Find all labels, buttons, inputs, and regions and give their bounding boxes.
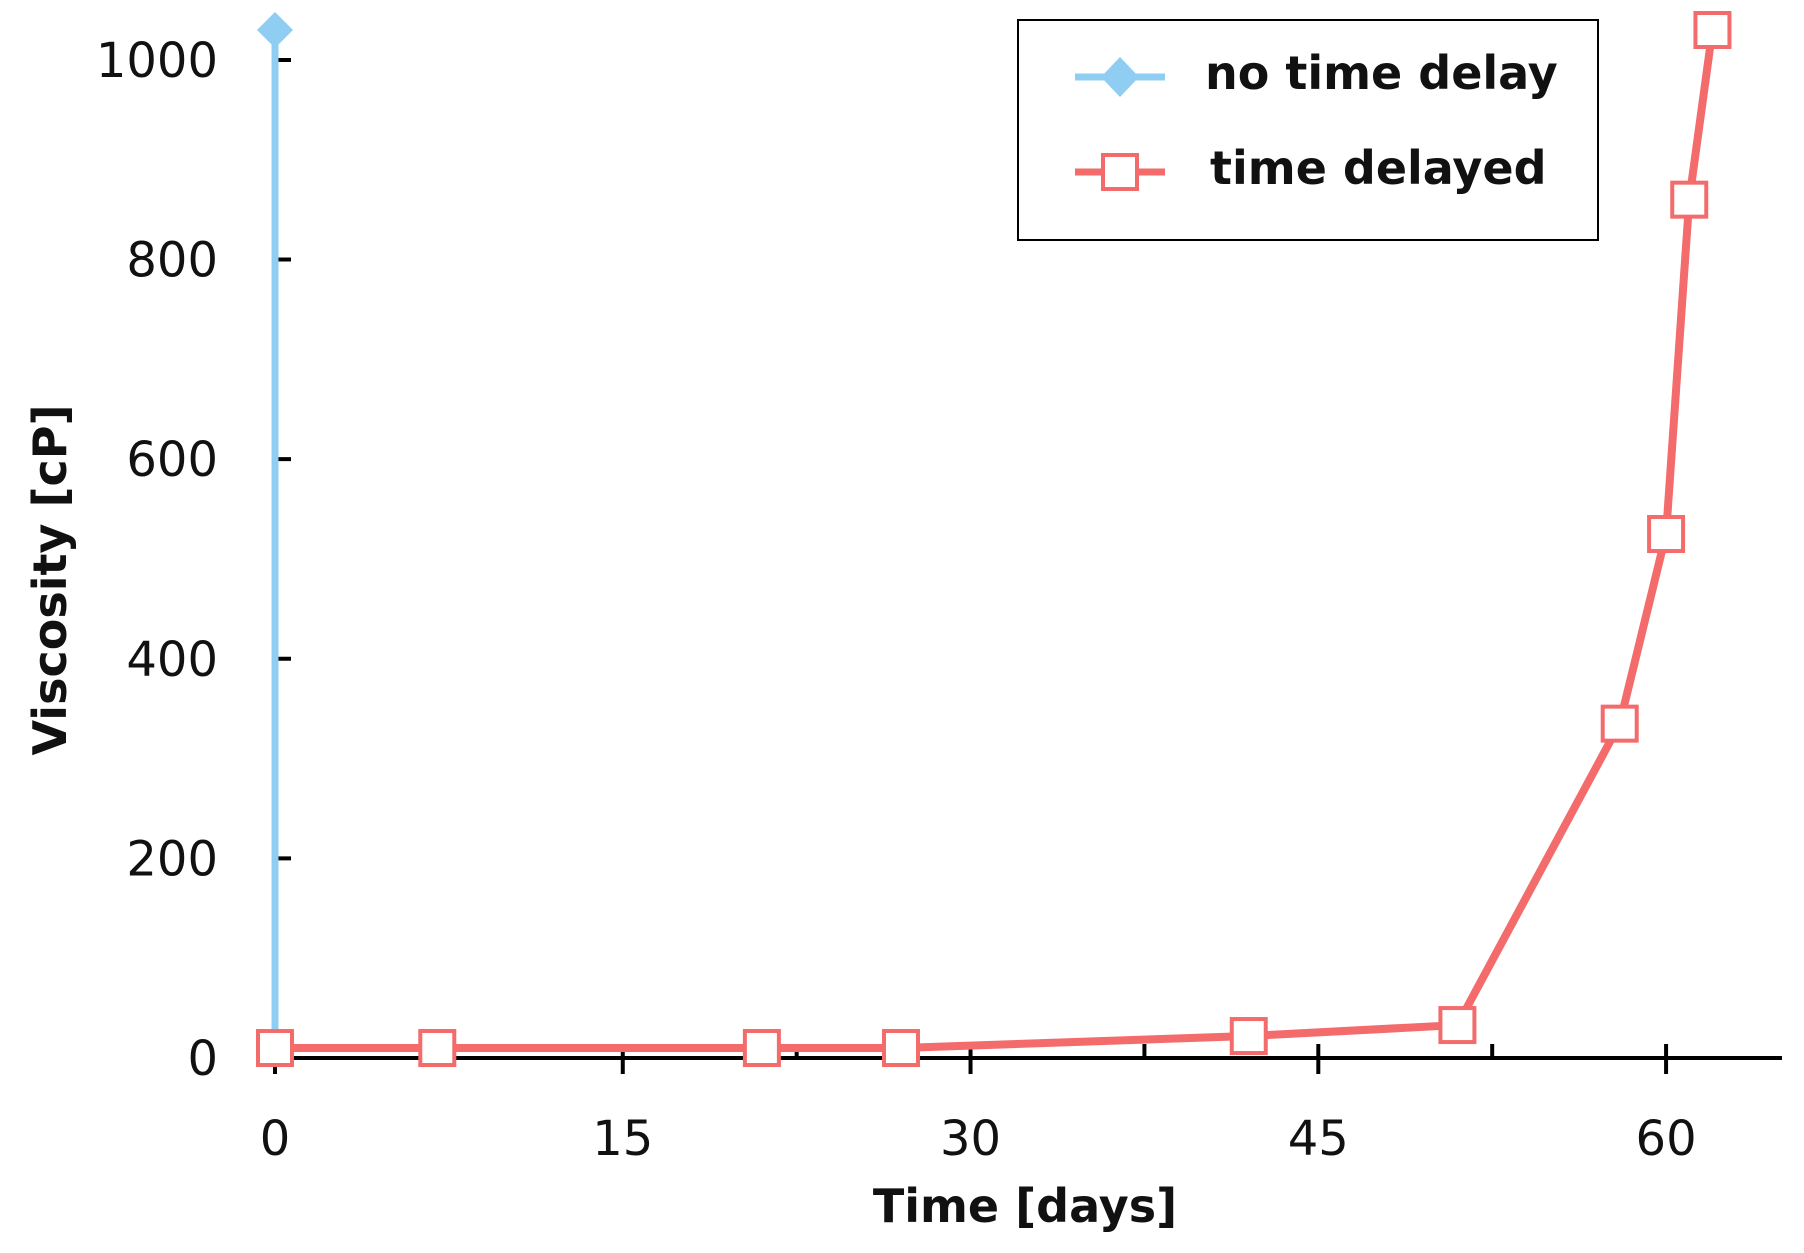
data-point-time-delayed	[881, 1029, 920, 1068]
legend-box	[1017, 19, 1599, 241]
y-axis-title: Viscosity [cP]	[23, 405, 77, 756]
legend: no time delay time delayed	[1017, 19, 1599, 241]
x-tick-label: 0	[260, 1111, 291, 1167]
x-axis-title: Time [days]	[873, 1179, 1177, 1233]
data-point-time-delayed	[742, 1029, 781, 1068]
legend-item-no-time-delay: no time delay	[1075, 46, 1558, 100]
legend-diamond-marker	[1101, 57, 1139, 97]
data-point-time-delayed	[256, 1029, 294, 1068]
x-tick-label: 15	[592, 1111, 653, 1167]
y-tick-label: 0	[187, 1031, 218, 1087]
data-point-time-delayed	[1229, 1017, 1268, 1056]
data-point-time-delayed	[1670, 180, 1709, 219]
x-tick-label: 60	[1636, 1111, 1697, 1167]
legend-square-marker	[1101, 153, 1139, 191]
data-point-no-time-delay	[257, 12, 293, 48]
data-point-time-delayed	[1600, 704, 1639, 743]
legend-label-no-time-delay: no time delay	[1205, 46, 1558, 100]
data-point-time-delayed	[1438, 1006, 1477, 1045]
series	[256, 11, 1732, 1068]
y-tick-label: 600	[126, 432, 218, 488]
data-point-time-delayed	[418, 1029, 457, 1068]
y-tick-label: 800	[126, 233, 218, 289]
data-point-time-delayed	[1693, 11, 1732, 49]
x-tick-label: 30	[940, 1111, 1001, 1167]
data-point-time-delayed	[1647, 515, 1686, 554]
y-tick-label: 1000	[96, 33, 218, 89]
legend-label-time-delayed: time delayed	[1210, 141, 1547, 195]
tick-labels: 0 200 400 600 800 1000 0 15 30 45 60	[96, 33, 1697, 1167]
x-tick-label: 45	[1288, 1111, 1349, 1167]
legend-item-time-delayed: time delayed	[1075, 141, 1547, 195]
y-tick-label: 400	[126, 632, 218, 688]
y-tick-label: 200	[126, 831, 218, 887]
series-line-time-delayed	[271, 26, 1717, 1053]
